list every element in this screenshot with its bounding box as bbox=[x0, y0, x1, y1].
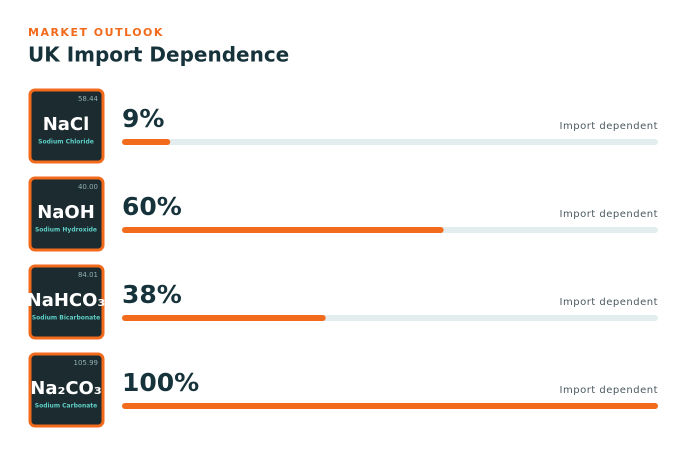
bar-label: Import dependent bbox=[560, 385, 658, 396]
compound-name: Sodium Hydroxide bbox=[35, 227, 97, 234]
formula: NaCl bbox=[43, 114, 90, 135]
value-label: 60% bbox=[122, 192, 182, 221]
molar-weight: 105.99 bbox=[74, 359, 99, 367]
formula: NaOH bbox=[37, 202, 95, 223]
bar bbox=[122, 403, 658, 409]
bar-label: Import dependent bbox=[560, 121, 658, 132]
bar-track bbox=[122, 139, 658, 145]
compound-name: Sodium Carbonate bbox=[35, 403, 98, 410]
value-label: 100% bbox=[122, 368, 199, 397]
molar-weight: 58.44 bbox=[78, 95, 99, 103]
formula: NaHCO₃ bbox=[27, 290, 106, 311]
bar-label: Import dependent bbox=[560, 297, 658, 308]
tile bbox=[28, 264, 105, 340]
molar-weight: 84.01 bbox=[78, 271, 98, 279]
compound-name: Sodium Chloride bbox=[38, 139, 94, 146]
value-label: 38% bbox=[122, 280, 182, 309]
compound-name: Sodium Bicarbonate bbox=[32, 315, 100, 322]
formula: Na₂CO₃ bbox=[30, 378, 102, 399]
bar bbox=[122, 227, 444, 233]
tile bbox=[28, 352, 105, 428]
molar-weight: 40.00 bbox=[78, 183, 98, 191]
eyebrow: MARKET OUTLOOK bbox=[28, 26, 164, 39]
bar bbox=[122, 139, 171, 145]
bar bbox=[122, 315, 326, 321]
tile bbox=[28, 176, 105, 252]
bar-label: Import dependent bbox=[560, 209, 658, 220]
value-label: 9% bbox=[122, 104, 164, 133]
tile bbox=[28, 88, 105, 164]
chart-title: UK Import Dependence bbox=[28, 43, 289, 67]
